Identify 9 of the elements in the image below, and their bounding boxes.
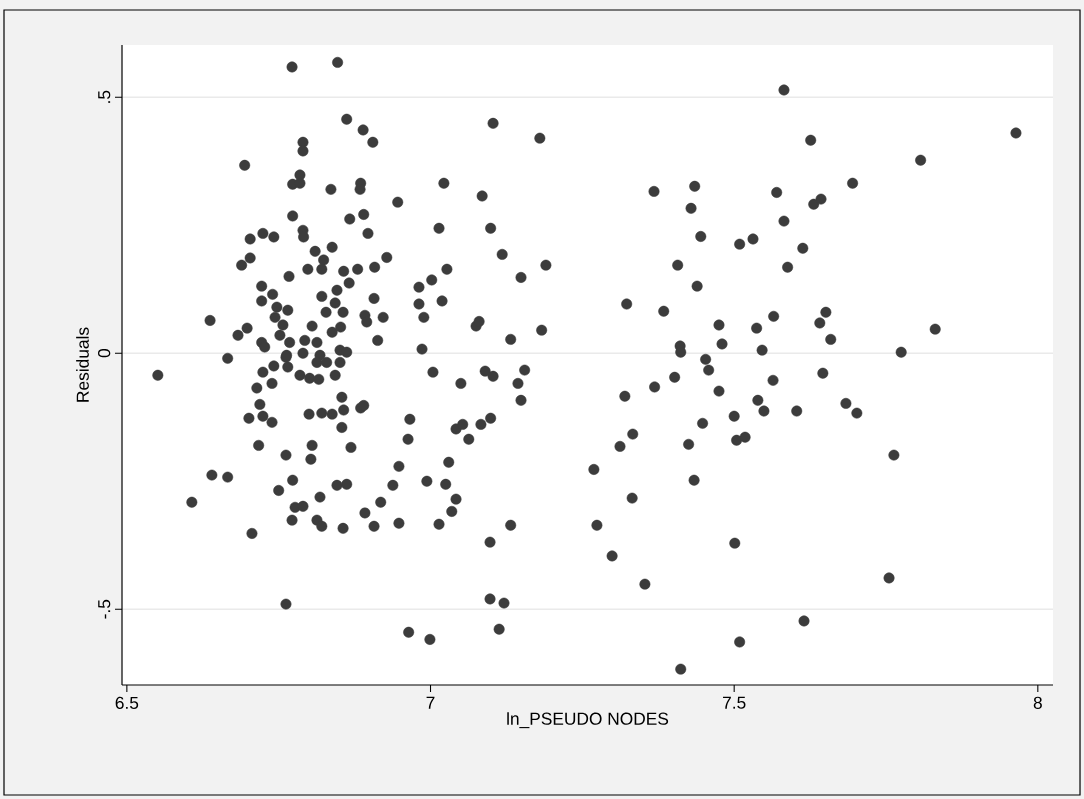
x-axis-title: ln_PSEUDO NODES xyxy=(507,712,669,729)
y-tick-label: -.5 xyxy=(98,599,111,619)
x-tick-label: 6.5 xyxy=(115,696,139,709)
x-tick-label: 8 xyxy=(1033,696,1042,709)
x-tick-label: 7.5 xyxy=(723,696,746,709)
y-tick-label: .5 xyxy=(98,90,111,103)
y-axis-title: Residuals xyxy=(76,327,89,402)
x-tick-label: 7 xyxy=(426,696,435,709)
y-tick-label: 0 xyxy=(98,349,111,358)
